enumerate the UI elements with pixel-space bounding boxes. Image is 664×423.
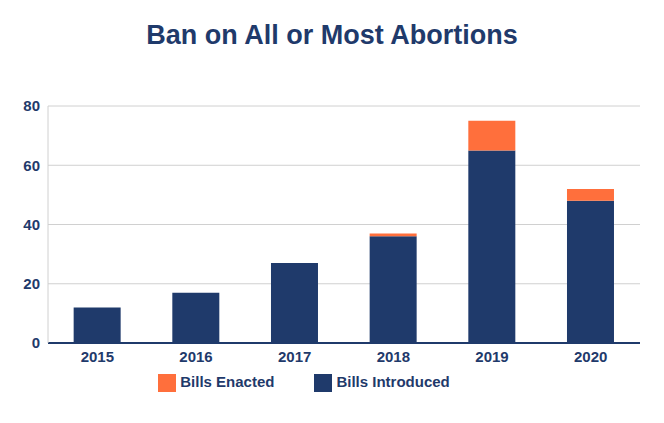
html-text:Bills Introduced: Bills Introduced [336, 373, 450, 390]
svg-text:2017: 2017 [278, 348, 311, 365]
svg-text:2015: 2015 [81, 348, 114, 365]
svg-text:0: 0 [32, 334, 40, 351]
svg-text:2019: 2019 [475, 348, 508, 365]
svg-text:2016: 2016 [179, 348, 212, 365]
svg-text:20: 20 [23, 275, 40, 292]
html-text:Ban on All or Most Abortions: Ban on All or Most Abortions [146, 20, 518, 50]
html-text:Bills Enacted: Bills Enacted [180, 373, 275, 390]
svg-text:2020: 2020 [574, 348, 607, 365]
svg-text:80: 80 [23, 97, 40, 114]
svg-text:40: 40 [23, 216, 40, 233]
svg-text:60: 60 [23, 157, 40, 174]
svg-text:2018: 2018 [377, 348, 410, 365]
